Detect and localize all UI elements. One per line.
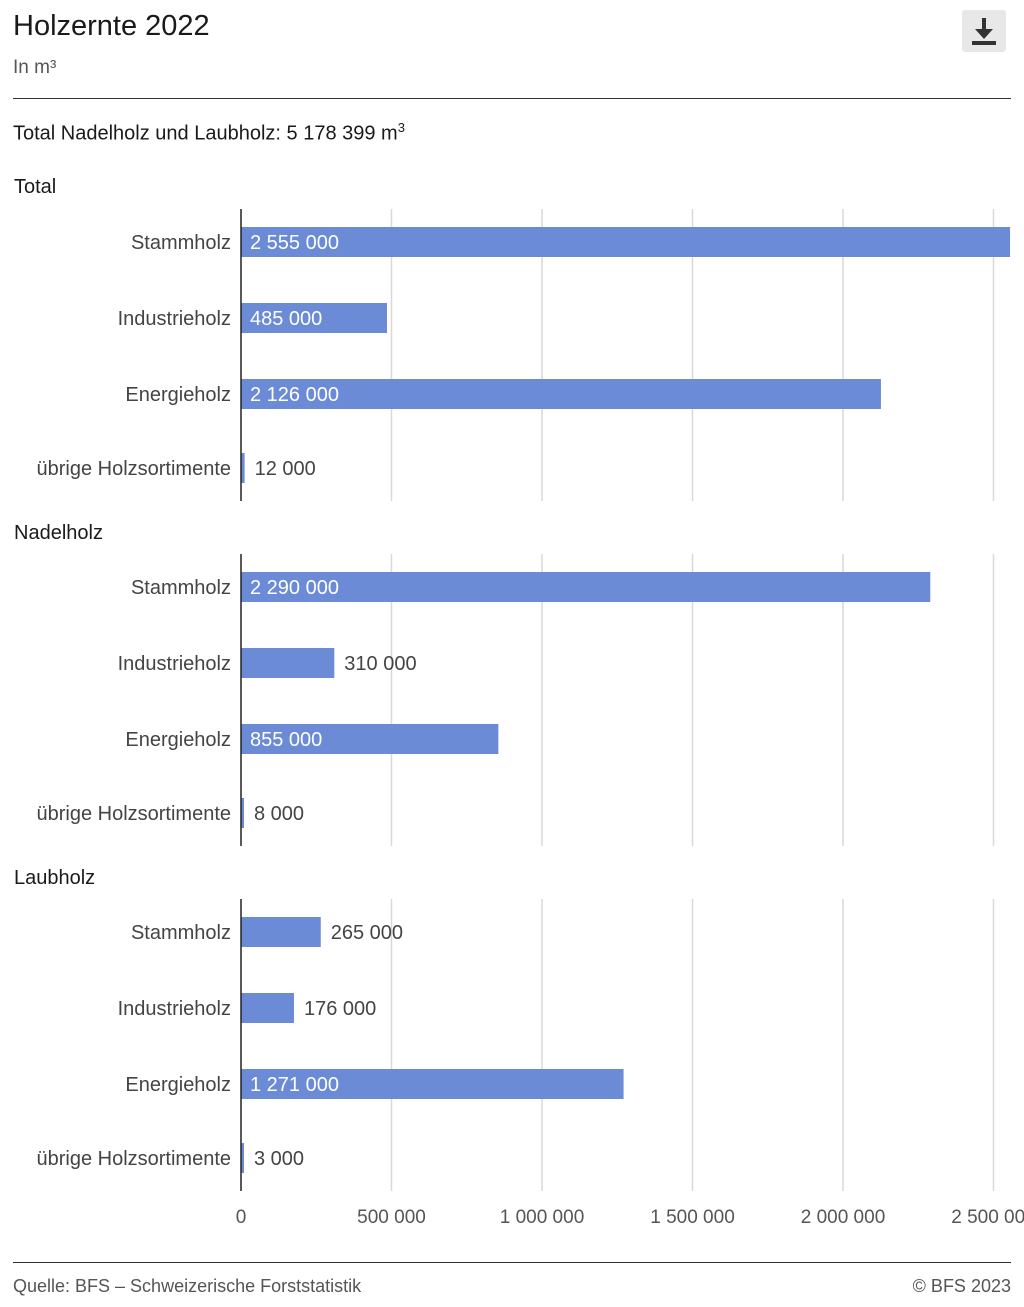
x-tick-label-2: 1 000 000 (500, 1207, 585, 1228)
category-label-laubholz-stammholz: Stammholz (131, 922, 231, 944)
value-label-nadelholz-industrieholz: 310 000 (344, 653, 416, 675)
download-button[interactable] (962, 10, 1006, 52)
x-tick-label-4: 2 000 000 (801, 1207, 886, 1228)
section-title-nadelholz: Nadelholz (14, 522, 103, 544)
bar-laubholz-stammholz (241, 917, 321, 947)
value-label-total-industrieholz: 485 000 (250, 308, 322, 330)
value-label-laubholz-energieholz: 1 271 000 (250, 1074, 339, 1096)
value-label-laubholz-stammholz: 265 000 (331, 922, 403, 944)
category-label-nadelholz-industrieholz: Industrieholz (118, 653, 231, 675)
value-label-total-stammholz: 2 555 000 (250, 232, 339, 254)
value-label-total-brige-holzsortimente: 12 000 (255, 458, 316, 480)
value-label-laubholz-brige-holzsortimente: 3 000 (254, 1148, 304, 1170)
section-title-laubholz: Laubholz (14, 867, 96, 889)
category-label-total-industrieholz: Industrieholz (118, 308, 231, 330)
category-label-laubholz-brige-holzsortimente: übrige Holzsortimente (36, 1148, 231, 1170)
category-label-total-brige-holzsortimente: übrige Holzsortimente (36, 458, 231, 480)
bar-nadelholz-energieholz (241, 724, 499, 754)
value-label-nadelholz-energieholz: 855 000 (250, 729, 322, 751)
summary-unit-sup: 3 (397, 120, 405, 135)
page-subtitle: In m³ (13, 57, 57, 78)
footer-divider (13, 1262, 1011, 1263)
bar-nadelholz-brige-holzsortimente (241, 798, 244, 828)
x-tick-label-0: 0 (236, 1207, 247, 1228)
download-icon (972, 18, 996, 45)
category-label-total-stammholz: Stammholz (131, 232, 231, 254)
bar-total-stammholz (241, 227, 1011, 257)
bar-total-brige-holzsortimente (241, 453, 245, 483)
category-label-nadelholz-brige-holzsortimente: übrige Holzsortimente (36, 803, 231, 825)
value-label-nadelholz-brige-holzsortimente: 8 000 (254, 803, 304, 825)
bar-nadelholz-stammholz (241, 572, 931, 602)
header-divider (13, 98, 1011, 99)
category-label-laubholz-energieholz: Energieholz (125, 1074, 231, 1096)
category-label-laubholz-industrieholz: Industrieholz (118, 998, 231, 1020)
bar-nadelholz-industrieholz (241, 648, 335, 678)
value-label-total-energieholz: 2 126 000 (250, 384, 339, 406)
bar-laubholz-brige-holzsortimente (241, 1143, 244, 1173)
category-label-nadelholz-stammholz: Stammholz (131, 577, 231, 599)
bar-laubholz-industrieholz (241, 993, 294, 1023)
category-label-total-energieholz: Energieholz (125, 384, 231, 406)
value-label-nadelholz-stammholz: 2 290 000 (250, 577, 339, 599)
summary-total: Total Nadelholz und Laubholz: 5 178 399 … (13, 120, 405, 146)
source-note: Quelle: BFS – Schweizerische Forststatis… (13, 1276, 362, 1296)
x-tick-label-3: 1 500 000 (650, 1207, 735, 1228)
x-tick-label-5: 2 500 000 (951, 1207, 1024, 1228)
bar-laubholz-energieholz (241, 1069, 624, 1099)
x-tick-label-1: 500 000 (357, 1207, 426, 1228)
page-title: Holzernte 2022 (13, 10, 210, 42)
bar-total-energieholz (241, 379, 881, 409)
bar-total-industrieholz (241, 303, 387, 333)
section-title-total: Total (14, 176, 57, 198)
copyright-note: © BFS 2023 (912, 1276, 1011, 1296)
category-label-nadelholz-energieholz: Energieholz (125, 729, 231, 751)
summary-label: Total Nadelholz und Laubholz: 5 178 399 … (13, 122, 398, 145)
value-label-laubholz-industrieholz: 176 000 (304, 998, 376, 1020)
